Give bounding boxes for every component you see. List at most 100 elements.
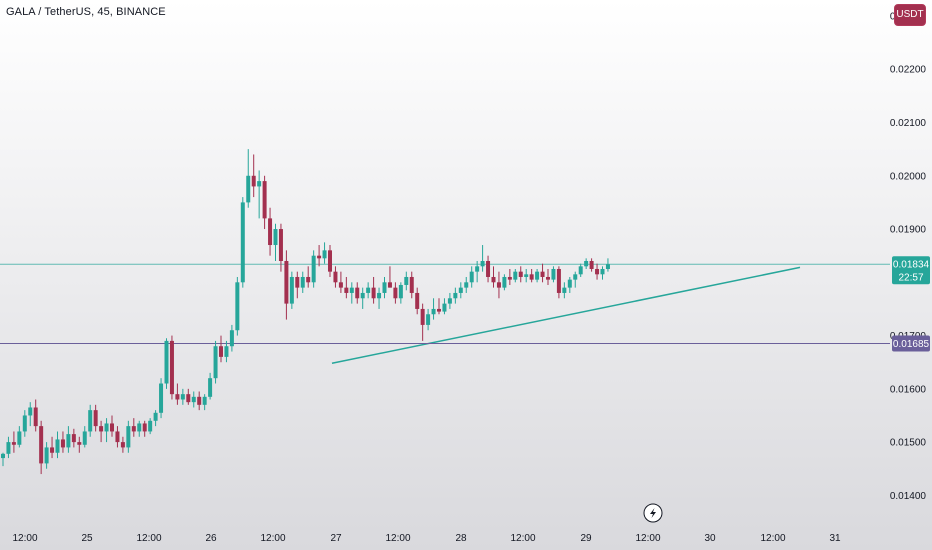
y-tick-label: 0.01600 <box>890 384 927 395</box>
candle <box>219 335 223 363</box>
candle <box>551 266 556 283</box>
candle-body <box>219 346 223 357</box>
candle-body <box>535 271 540 280</box>
candle-body <box>322 250 327 259</box>
candle-body <box>164 340 169 384</box>
y-tick-label: 0.01400 <box>890 491 927 502</box>
candle <box>453 287 458 304</box>
candle <box>447 292 452 309</box>
y-tick-label: 0.02200 <box>890 65 927 76</box>
candle-body <box>546 276 550 280</box>
candle-body <box>605 264 610 269</box>
candle <box>491 266 496 288</box>
candle <box>595 263 600 280</box>
candle-body <box>153 412 158 421</box>
x-tick-label: 12:00 <box>635 533 660 544</box>
lightning-icon[interactable] <box>643 503 663 523</box>
candle-body <box>562 287 567 293</box>
candle-body <box>317 255 322 259</box>
candle-body <box>268 218 273 246</box>
candle <box>11 431 16 453</box>
candle-body <box>328 250 332 272</box>
candle-body <box>311 255 316 283</box>
candle <box>469 266 474 288</box>
candle <box>426 308 431 331</box>
candle-body <box>180 394 185 400</box>
candle-body <box>486 261 491 277</box>
candle-body <box>142 423 147 432</box>
candle-body <box>22 415 27 432</box>
candle <box>573 271 578 288</box>
countdown-label: 22:57 <box>898 273 923 284</box>
candle <box>17 426 22 448</box>
candle <box>420 303 425 341</box>
candle <box>507 268 512 285</box>
candle <box>66 426 71 453</box>
candle <box>131 418 136 437</box>
candle-body <box>382 282 387 293</box>
candle <box>39 420 44 475</box>
x-tick-label: 12:00 <box>760 533 785 544</box>
candle-body <box>333 271 338 283</box>
candle <box>110 415 114 437</box>
chart-title: GALA / TetherUS, 45, BINANCE <box>6 6 166 18</box>
candle-body <box>464 282 469 288</box>
candle-body <box>235 282 240 331</box>
candle-body <box>257 181 262 187</box>
candle <box>387 266 392 288</box>
trendline <box>331 266 801 365</box>
candle-body <box>251 175 256 187</box>
candle-body <box>93 410 98 427</box>
candle <box>480 245 485 272</box>
x-tick-label: 29 <box>580 533 592 544</box>
candle-body <box>137 423 142 432</box>
candle-body <box>186 394 191 403</box>
candle-body <box>502 276 507 288</box>
candle-body <box>513 271 518 280</box>
candle-body <box>295 276 300 288</box>
candle <box>88 404 93 437</box>
candle-body <box>246 175 251 203</box>
candle <box>175 383 180 405</box>
candle-body <box>202 396 207 405</box>
candle <box>578 263 583 277</box>
candle <box>278 223 283 272</box>
candle-body <box>126 426 131 448</box>
candle-body <box>60 439 65 448</box>
candle <box>458 282 463 299</box>
candle <box>540 263 545 283</box>
candle-body <box>77 442 82 445</box>
candle <box>251 154 256 198</box>
candle <box>584 258 589 269</box>
candle <box>382 276 387 299</box>
candle <box>300 271 305 293</box>
candle <box>524 268 529 283</box>
candle-body <box>278 229 283 261</box>
candle <box>197 391 202 411</box>
candle <box>360 287 365 309</box>
candle <box>431 298 436 320</box>
current-price-label: 0.01834 <box>893 260 930 271</box>
candle <box>180 388 185 405</box>
candle-body <box>50 447 55 453</box>
candle <box>257 170 262 219</box>
candle-body <box>289 276 294 304</box>
candle <box>409 271 414 299</box>
candle-body <box>28 407 33 416</box>
currency-button[interactable]: USDT <box>894 4 926 26</box>
candle-body <box>300 276 305 288</box>
candle <box>6 436 11 459</box>
candle <box>1 452 5 467</box>
candle-body <box>229 330 234 347</box>
x-tick-label: 28 <box>455 533 467 544</box>
x-tick-label: 30 <box>704 533 716 544</box>
candle-body <box>398 284 403 299</box>
candle <box>82 426 87 448</box>
candle <box>415 287 420 315</box>
candle <box>50 436 55 459</box>
candle <box>22 410 27 437</box>
horizontal-line-badge <box>892 335 930 352</box>
candle-body <box>82 431 87 445</box>
candle <box>77 436 82 453</box>
